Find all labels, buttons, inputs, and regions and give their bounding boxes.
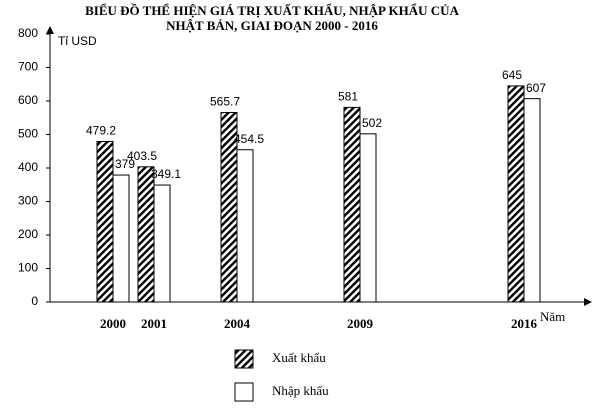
x-tick-label: 2004 (224, 316, 251, 331)
y-tick-label: 500 (18, 127, 38, 141)
y-tick-label: 600 (18, 93, 38, 107)
data-label: 349.1 (151, 167, 181, 181)
data-label: 403.5 (127, 149, 157, 163)
y-axis-label: Tỉ USD (58, 34, 97, 48)
y-tick-label: 700 (18, 60, 38, 74)
data-label: 502 (362, 116, 382, 130)
y-tick-label: 100 (18, 261, 38, 275)
y-tick-label: 400 (18, 160, 38, 174)
data-label: 581 (338, 90, 358, 104)
bar (96, 140, 114, 303)
data-label: 565.7 (210, 95, 240, 109)
y-tick-label: 200 (18, 227, 38, 241)
bar (523, 98, 541, 303)
legend-swatch (234, 349, 254, 369)
data-label: 379 (115, 157, 135, 171)
y-tick-label: 800 (18, 26, 38, 40)
x-axis-label: Năm (540, 309, 565, 324)
x-tick-label: 2001 (141, 316, 167, 331)
legend-swatch (234, 382, 254, 402)
bar (236, 149, 254, 303)
legend-label: Xuất khẩu (272, 350, 326, 365)
x-tick-label: 2000 (100, 316, 126, 331)
bar (359, 133, 377, 303)
bar (507, 85, 525, 303)
x-tick-label: 2009 (347, 316, 374, 331)
y-tick-label: 300 (18, 194, 38, 208)
data-label: 607 (526, 81, 546, 95)
data-label: 479.2 (86, 124, 116, 138)
x-tick-label: 2016 (511, 316, 538, 331)
bar (343, 106, 361, 303)
bar (137, 166, 155, 303)
data-label: 454.5 (234, 132, 264, 146)
legend-label: Nhập khẩu (272, 383, 329, 398)
bar (112, 174, 130, 303)
y-tick-label: 0 (31, 294, 38, 308)
chart-title: BIỂU ĐỒ THỂ HIỆN GIÁ TRỊ XUẤT KHẨU, NHẬP… (85, 3, 459, 18)
chart-title: NHẬT BẢN, GIAI ĐOẠN 2000 - 2016 (166, 18, 378, 33)
bar (153, 184, 171, 303)
data-label: 645 (502, 68, 522, 82)
